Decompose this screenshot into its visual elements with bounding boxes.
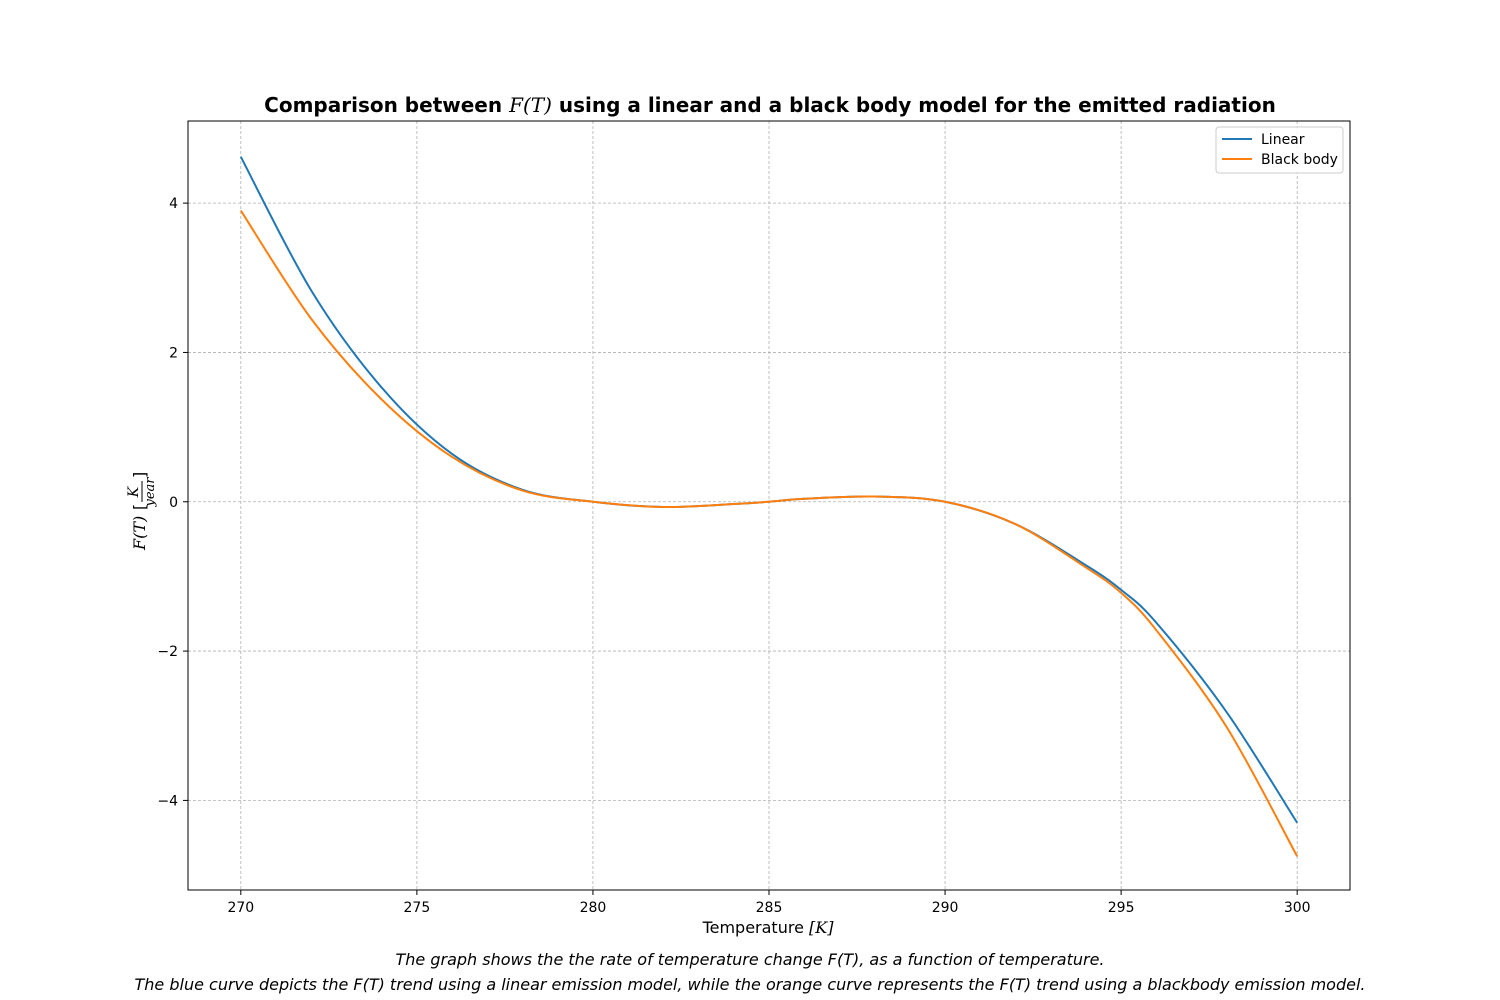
y-tick-label: 2 [169, 345, 178, 361]
legend: Linear Black body [1215, 126, 1344, 174]
x-tick-label: 280 [580, 900, 607, 916]
x-tick-label: 285 [756, 900, 783, 916]
legend-label-black-body: Black body [1261, 152, 1338, 168]
y-tick-label: −2 [157, 644, 178, 660]
x-tick-label: 290 [932, 900, 959, 916]
legend-label-linear: Linear [1261, 132, 1305, 148]
chart-title: Comparison between F(T) using a linear a… [264, 93, 1276, 117]
y-axis-label-bracket-left: [ [130, 504, 149, 510]
x-axis-label: Temperature [K] [702, 918, 835, 937]
caption-line-1: The graph shows the the rate of temperat… [395, 950, 1105, 969]
y-axis-label-unit-denominator: year [143, 477, 158, 508]
caption-line-2: The blue curve depicts the F(T) trend us… [134, 975, 1366, 994]
y-axis-label-text: F(T) [130, 516, 149, 551]
y-tick-label: −4 [157, 793, 178, 809]
x-axis-ticks: 270 275 280 285 290 295 300 [227, 890, 1311, 916]
x-tick-label: 270 [227, 900, 254, 916]
x-tick-label: 300 [1284, 900, 1311, 916]
grid [188, 121, 1350, 890]
series-line-black-body [239, 210, 1299, 857]
y-axis-ticks: 4 2 0 −2 −4 [157, 196, 188, 809]
series-layer [239, 156, 1299, 857]
y-axis-label-bracket-right: ] [130, 472, 149, 478]
x-tick-label: 295 [1108, 900, 1135, 916]
x-tick-label: 275 [404, 900, 431, 916]
y-axis-label: F(T) [ K year ] [126, 472, 158, 551]
y-axis-label-unit-numerator: K [126, 485, 142, 498]
y-tick-label: 0 [169, 495, 178, 511]
y-tick-label: 4 [169, 196, 178, 212]
